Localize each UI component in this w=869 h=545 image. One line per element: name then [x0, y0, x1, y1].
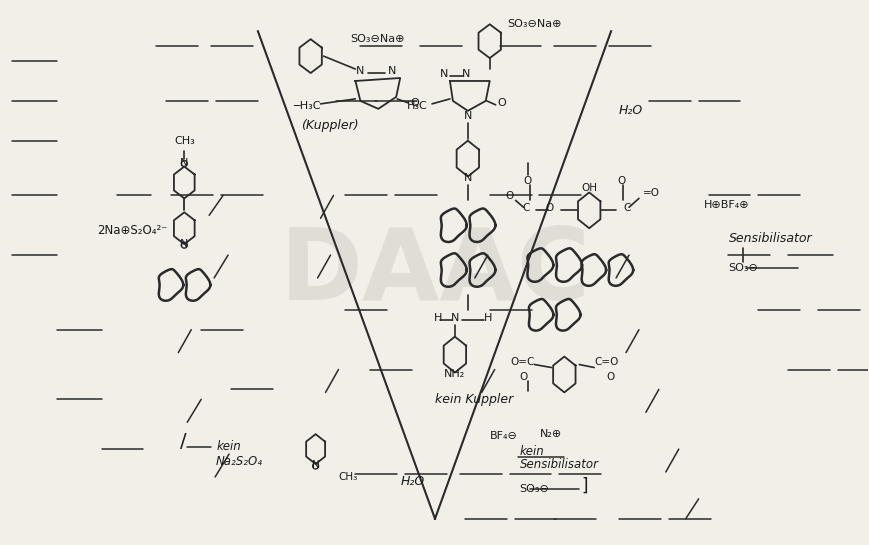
Text: (Kuppler): (Kuppler): [301, 119, 358, 132]
Text: /: /: [179, 432, 186, 451]
Text: N: N: [461, 69, 469, 79]
Text: N: N: [450, 313, 459, 323]
Text: CH₃: CH₃: [174, 136, 195, 146]
Text: Na₂S₂O₄: Na₂S₂O₄: [216, 455, 262, 468]
Text: H: H: [434, 313, 441, 323]
Text: O: O: [523, 177, 531, 186]
Text: SO₃⊖Na⊕: SO₃⊖Na⊕: [507, 19, 561, 29]
Text: BF₄⊖: BF₄⊖: [489, 431, 517, 441]
Text: H₃C: H₃C: [407, 101, 428, 111]
Text: N: N: [355, 66, 364, 76]
Text: N₂⊕: N₂⊕: [539, 429, 561, 439]
Text: O=C: O=C: [509, 356, 534, 367]
Text: H₂O: H₂O: [400, 475, 424, 488]
Text: O: O: [606, 372, 614, 383]
Text: OH: OH: [580, 184, 596, 193]
Text: N: N: [311, 460, 319, 470]
Text: kein: kein: [216, 440, 241, 452]
Text: N: N: [439, 69, 448, 79]
Text: CH₃: CH₃: [338, 472, 357, 482]
Text: N: N: [463, 173, 472, 184]
Text: H: H: [483, 313, 491, 323]
Text: O: O: [409, 98, 418, 108]
Text: H₂O: H₂O: [619, 104, 642, 117]
Text: Sensibilisator: Sensibilisator: [519, 457, 598, 470]
Text: O: O: [497, 98, 506, 108]
Text: N: N: [180, 158, 189, 167]
Text: =O: =O: [642, 189, 660, 198]
Text: kein: kein: [519, 445, 544, 458]
Text: O: O: [545, 203, 553, 213]
Text: SO₃⊖Na⊕: SO₃⊖Na⊕: [350, 34, 404, 44]
Text: Sensibilisator: Sensibilisator: [727, 232, 811, 245]
Text: C=O: C=O: [594, 356, 618, 367]
Text: N: N: [463, 111, 472, 121]
Text: 2Na⊕S₂O₄²⁻: 2Na⊕S₂O₄²⁻: [96, 223, 167, 237]
Text: SO₃⊖: SO₃⊖: [519, 484, 549, 494]
Text: NH₂: NH₂: [444, 370, 465, 379]
Text: ]: ]: [580, 477, 587, 495]
Text: C: C: [622, 203, 630, 213]
Text: H⊕BF₄⊕: H⊕BF₄⊕: [703, 201, 748, 210]
Text: SO₃⊖: SO₃⊖: [727, 263, 758, 273]
Text: C: C: [521, 203, 529, 213]
Text: kein Kuppler: kein Kuppler: [434, 393, 513, 406]
Text: N: N: [388, 66, 396, 76]
Text: O: O: [519, 372, 527, 383]
Text: O: O: [616, 177, 625, 186]
Text: O: O: [505, 191, 513, 202]
Text: DAAC: DAAC: [279, 224, 590, 321]
Text: N: N: [180, 239, 189, 249]
Text: ─H₃C: ─H₃C: [293, 101, 320, 111]
